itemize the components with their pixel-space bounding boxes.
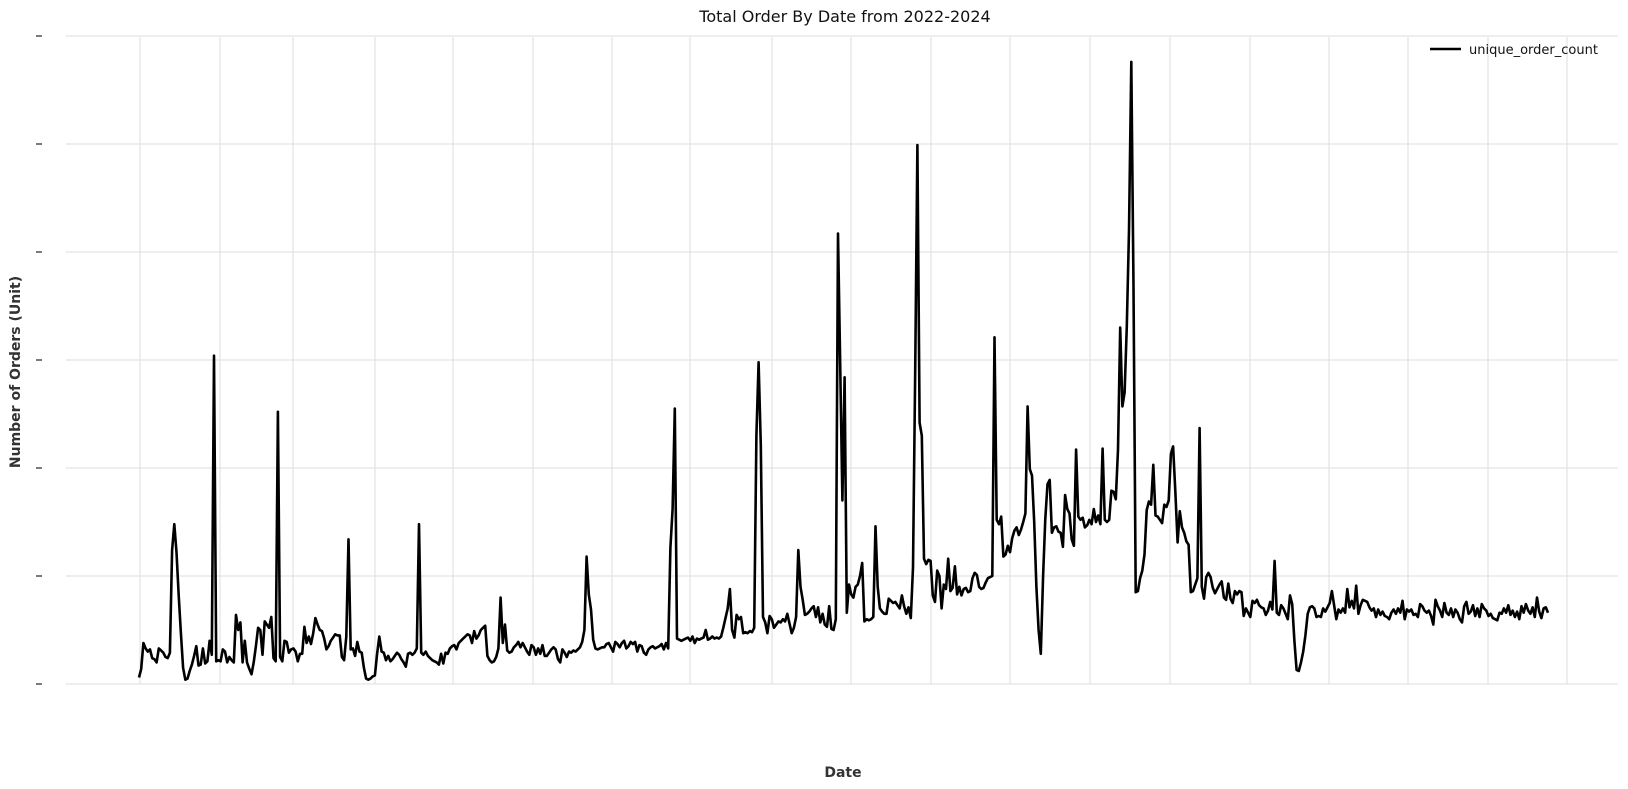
x-axis-label: Date [824, 765, 861, 781]
chart-title: Total Order By Date from 2022-2024 [698, 7, 990, 26]
y-axis-label: Number of Orders (Unit) [8, 276, 24, 468]
chart-grid [66, 35, 1618, 685]
series-line-unique-order-count [137, 60, 1550, 681]
y-axis-ticks [36, 35, 42, 685]
legend: unique_order_count [1430, 43, 1598, 58]
legend-entry-label: unique_order_count [1469, 43, 1598, 58]
